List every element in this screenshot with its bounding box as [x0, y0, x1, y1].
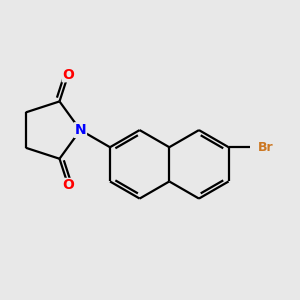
Text: O: O	[62, 178, 74, 192]
Text: Br: Br	[258, 141, 273, 154]
Text: N: N	[74, 123, 86, 137]
Text: O: O	[62, 68, 74, 82]
